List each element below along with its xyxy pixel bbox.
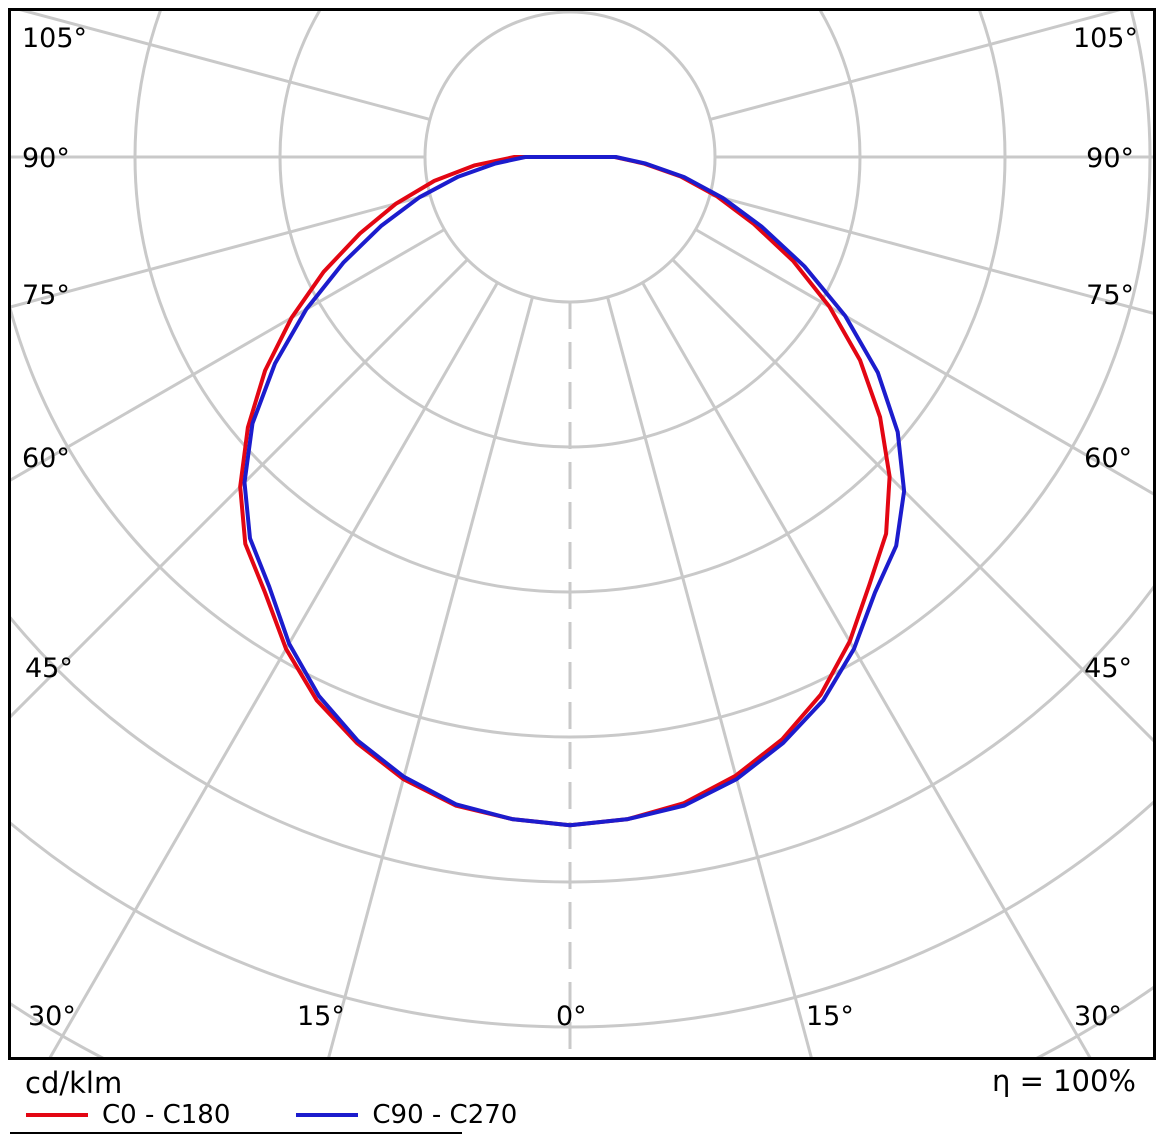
legend-label-c90: C90 - C270 <box>372 1100 518 1130</box>
efficiency-label: η = 100% <box>991 1064 1136 1098</box>
angle-label-bottom-15-right: 15° <box>806 1001 854 1032</box>
angle-label-left-60: 60° <box>22 443 70 474</box>
legend-swatch <box>296 1113 359 1117</box>
legend-label-c0: C0 - C180 <box>102 1100 231 1130</box>
legend: C0 - C180 C90 - C270 <box>26 1100 517 1130</box>
angle-label-bottom-30-right: 30° <box>1074 1001 1122 1032</box>
angle-label-left-105: 105° <box>22 23 88 54</box>
unit-label: cd/klm <box>25 1066 123 1100</box>
angle-label-right-105: 105° <box>1072 23 1138 54</box>
legend-item-c90: C90 - C270 <box>296 1100 517 1130</box>
angle-label-left-75: 75° <box>22 280 70 311</box>
angle-label-right-60: 60° <box>1084 443 1132 474</box>
angle-label-right-75: 75° <box>1086 280 1134 311</box>
legend-swatch <box>26 1113 88 1117</box>
legend-underline <box>10 1132 462 1134</box>
angle-label-right-90: 90° <box>1086 143 1134 174</box>
angle-label-bottom-0: 0° <box>556 1001 587 1032</box>
angle-label-left-45: 45° <box>25 653 73 684</box>
legend-item-c0: C0 - C180 <box>26 1100 230 1130</box>
angle-label-left-90: 90° <box>22 143 70 174</box>
angle-label-right-45: 45° <box>1084 653 1132 684</box>
angle-label-bottom-30-left: 30° <box>28 1001 76 1032</box>
angle-label-bottom-15-left: 15° <box>297 1001 345 1032</box>
polar-chart-svg <box>11 11 1153 1057</box>
